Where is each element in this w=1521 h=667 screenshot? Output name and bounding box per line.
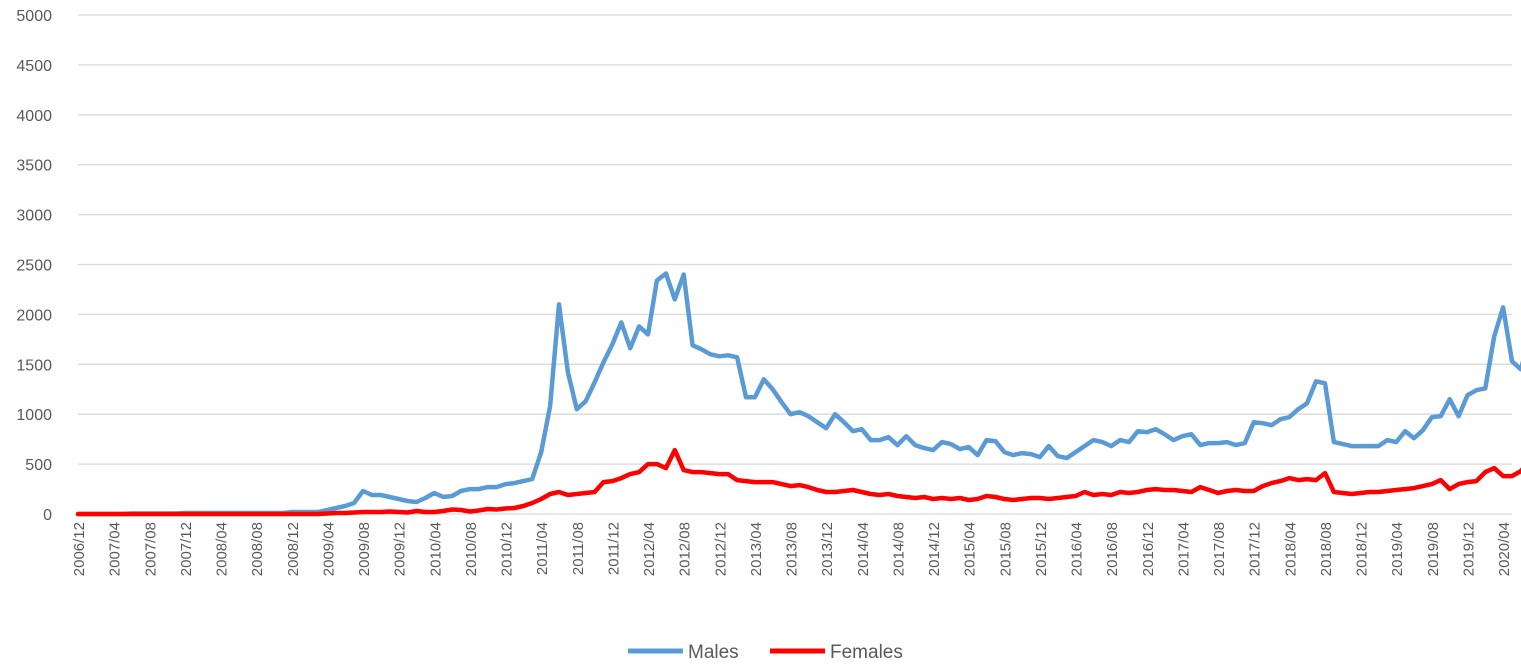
x-tick-label: 2014/04: [855, 522, 872, 576]
legend-label-males: Males: [688, 642, 739, 663]
x-tick-label: 2008/04: [214, 522, 231, 576]
x-tick-label: 2020/04: [1496, 522, 1513, 576]
x-tick-label: 2019/04: [1389, 522, 1406, 576]
x-tick-label: 2011/04: [534, 522, 551, 575]
series-lines: [75, 271, 1521, 517]
y-tick-label: 2500: [16, 258, 52, 275]
x-tick-label: 2011/08: [570, 522, 587, 575]
x-tick-label: 2016/12: [1140, 522, 1157, 576]
x-tick-label: 2012/08: [677, 522, 694, 576]
x-tick-label: 2015/08: [997, 522, 1014, 576]
x-tick-label: 2010/04: [427, 522, 444, 576]
legend-label-females: Females: [830, 642, 903, 663]
x-tick-label: 2007/08: [142, 522, 159, 576]
x-tick-label: 2012/12: [712, 522, 729, 576]
x-tick-label: 2010/08: [463, 522, 480, 576]
x-tick-label: 2017/12: [1247, 522, 1264, 576]
x-tick-label: 2014/08: [890, 522, 907, 576]
series-line-females: [75, 447, 1521, 517]
y-tick-label: 3500: [16, 158, 52, 175]
x-tick-label: 2008/12: [285, 522, 302, 576]
y-tick-label: 500: [25, 457, 52, 474]
x-tick-label: 2009/04: [320, 522, 337, 576]
x-tick-label: 2011/12: [605, 522, 622, 575]
x-tick-label: 2016/08: [1104, 522, 1121, 576]
x-axis: 2006/12 2007/04 2007/08 2007/12 2008/04 2008/…: [71, 522, 1513, 576]
x-tick-label: 2009/12: [392, 522, 409, 576]
y-tick-label: 0: [43, 507, 52, 524]
x-tick-label: 2007/12: [178, 522, 195, 576]
y-tick-label: 2000: [16, 307, 52, 324]
x-tick-label: 2016/04: [1069, 522, 1086, 576]
x-tick-label: 2014/12: [926, 522, 943, 576]
x-tick-label: 2009/08: [356, 522, 373, 576]
x-tick-label: 2007/04: [107, 522, 124, 576]
gridlines: [78, 14, 1512, 515]
y-tick-label: 5000: [16, 8, 52, 25]
y-tick-label: 3000: [16, 208, 52, 225]
y-tick-label: 4500: [16, 58, 52, 75]
y-tick-label: 1500: [16, 357, 52, 374]
x-tick-label: 2013/08: [784, 522, 801, 576]
y-axis: 0 500 1000 1500 2000 2500 3000 3500 4000 4500 5000: [16, 8, 52, 524]
x-tick-label: 2017/08: [1211, 522, 1228, 576]
y-tick-label: 1000: [16, 407, 52, 424]
x-tick-label: 2015/04: [962, 522, 979, 576]
series-line-males: [75, 271, 1521, 517]
y-tick-label: 4000: [16, 108, 52, 125]
x-tick-label: 2013/12: [819, 522, 836, 576]
x-tick-label: 2018/12: [1354, 522, 1371, 576]
x-tick-label: 2013/04: [748, 522, 765, 576]
x-tick-label: 2015/12: [1033, 522, 1050, 576]
x-tick-label: 2008/08: [249, 522, 266, 576]
x-tick-label: 2010/12: [499, 522, 516, 576]
x-tick-label: 2019/08: [1425, 522, 1442, 576]
x-tick-label: 2006/12: [71, 522, 88, 576]
x-tick-label: 2019/12: [1460, 522, 1477, 576]
x-tick-label: 2018/08: [1318, 522, 1335, 576]
legend: Males Females: [628, 642, 903, 663]
x-tick-label: 2018/04: [1282, 522, 1299, 576]
x-tick-label: 2012/04: [641, 522, 658, 576]
x-tick-label: 2017/04: [1175, 522, 1192, 576]
